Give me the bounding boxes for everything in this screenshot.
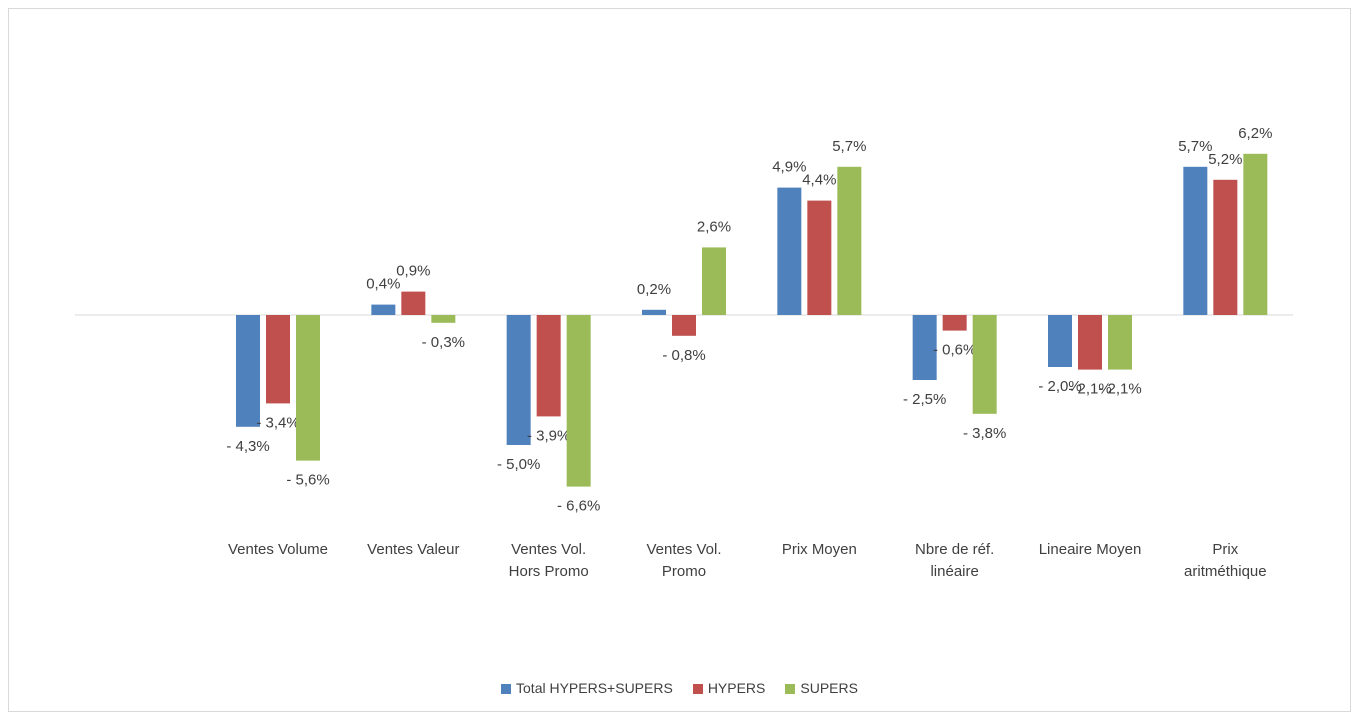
data-label: 0,2% bbox=[637, 281, 671, 298]
data-label: 5,2% bbox=[1208, 151, 1242, 168]
data-label: - 4,3% bbox=[226, 438, 269, 455]
data-label: 4,4% bbox=[802, 172, 836, 189]
data-label: - 2,1% bbox=[1098, 381, 1141, 398]
x-tick-label: Prix aritméthique bbox=[1184, 541, 1267, 580]
legend-swatch bbox=[501, 684, 512, 694]
bar bbox=[296, 315, 320, 461]
data-label: 5,7% bbox=[1178, 138, 1212, 155]
x-tick-label: Ventes Vol. Promo bbox=[646, 541, 722, 580]
bar bbox=[1078, 315, 1102, 370]
data-label: - 3,9% bbox=[527, 427, 570, 444]
bar bbox=[942, 315, 967, 331]
bar bbox=[702, 247, 726, 315]
data-label: - 2,0% bbox=[1038, 378, 1081, 395]
data-label: - 0,3% bbox=[422, 334, 465, 351]
legend-label: Total HYPERS+SUPERS bbox=[516, 680, 673, 696]
data-label: - 3,4% bbox=[256, 414, 299, 431]
bar bbox=[1243, 153, 1268, 315]
bar bbox=[672, 315, 696, 336]
data-label: - 6,6% bbox=[557, 498, 600, 515]
x-tick-label: Nbre de réf. linéaire bbox=[915, 541, 995, 580]
bar bbox=[837, 166, 862, 315]
data-label: 0,9% bbox=[396, 263, 430, 280]
bar bbox=[401, 291, 426, 315]
bar bbox=[1048, 315, 1072, 367]
data-label: 0,4% bbox=[366, 276, 400, 293]
data-label: 2,6% bbox=[697, 218, 731, 235]
data-label: 6,2% bbox=[1238, 125, 1272, 142]
bar bbox=[536, 315, 561, 417]
data-label: - 3,8% bbox=[963, 425, 1006, 442]
x-tick-label: Ventes Volume bbox=[227, 541, 329, 558]
data-label: 5,7% bbox=[832, 138, 866, 155]
bar bbox=[972, 315, 997, 414]
x-tick-label: Ventes Valeur bbox=[367, 541, 460, 558]
legend-swatch bbox=[785, 684, 796, 694]
data-label: - 5,0% bbox=[497, 456, 540, 473]
bar bbox=[807, 200, 832, 315]
legend-item: HYPERS bbox=[692, 680, 766, 696]
legend-swatch bbox=[692, 684, 703, 694]
bar bbox=[912, 315, 937, 380]
x-tick-label: Ventes Vol. Hors Promo bbox=[508, 541, 589, 580]
legend-label: SUPERS bbox=[800, 680, 858, 696]
data-label: - 0,6% bbox=[933, 342, 976, 359]
bar bbox=[431, 315, 456, 323]
bar bbox=[1213, 179, 1238, 315]
data-label: - 0,8% bbox=[662, 347, 705, 364]
legend-item: SUPERS bbox=[785, 680, 858, 696]
bar bbox=[1108, 315, 1132, 370]
bar bbox=[371, 304, 396, 315]
data-label: - 5,6% bbox=[286, 472, 329, 489]
x-tick-label: Prix Moyen bbox=[781, 541, 857, 558]
data-label: 4,9% bbox=[772, 159, 806, 176]
bar bbox=[642, 309, 666, 315]
x-tick-label: Lineaire Moyen bbox=[1038, 541, 1142, 558]
bar bbox=[266, 315, 290, 404]
bar bbox=[777, 187, 802, 315]
data-label: - 2,5% bbox=[903, 391, 946, 408]
legend: Total HYPERS+SUPERS HYPERS SUPERS bbox=[0, 680, 1359, 696]
legend-label: HYPERS bbox=[707, 680, 766, 696]
bar bbox=[236, 315, 260, 427]
bar bbox=[566, 315, 591, 487]
bar bbox=[506, 315, 531, 445]
bar bbox=[1183, 166, 1208, 315]
data-label: - 2,1% bbox=[1068, 381, 1111, 398]
legend-item: Total HYPERS+SUPERS bbox=[501, 680, 673, 696]
